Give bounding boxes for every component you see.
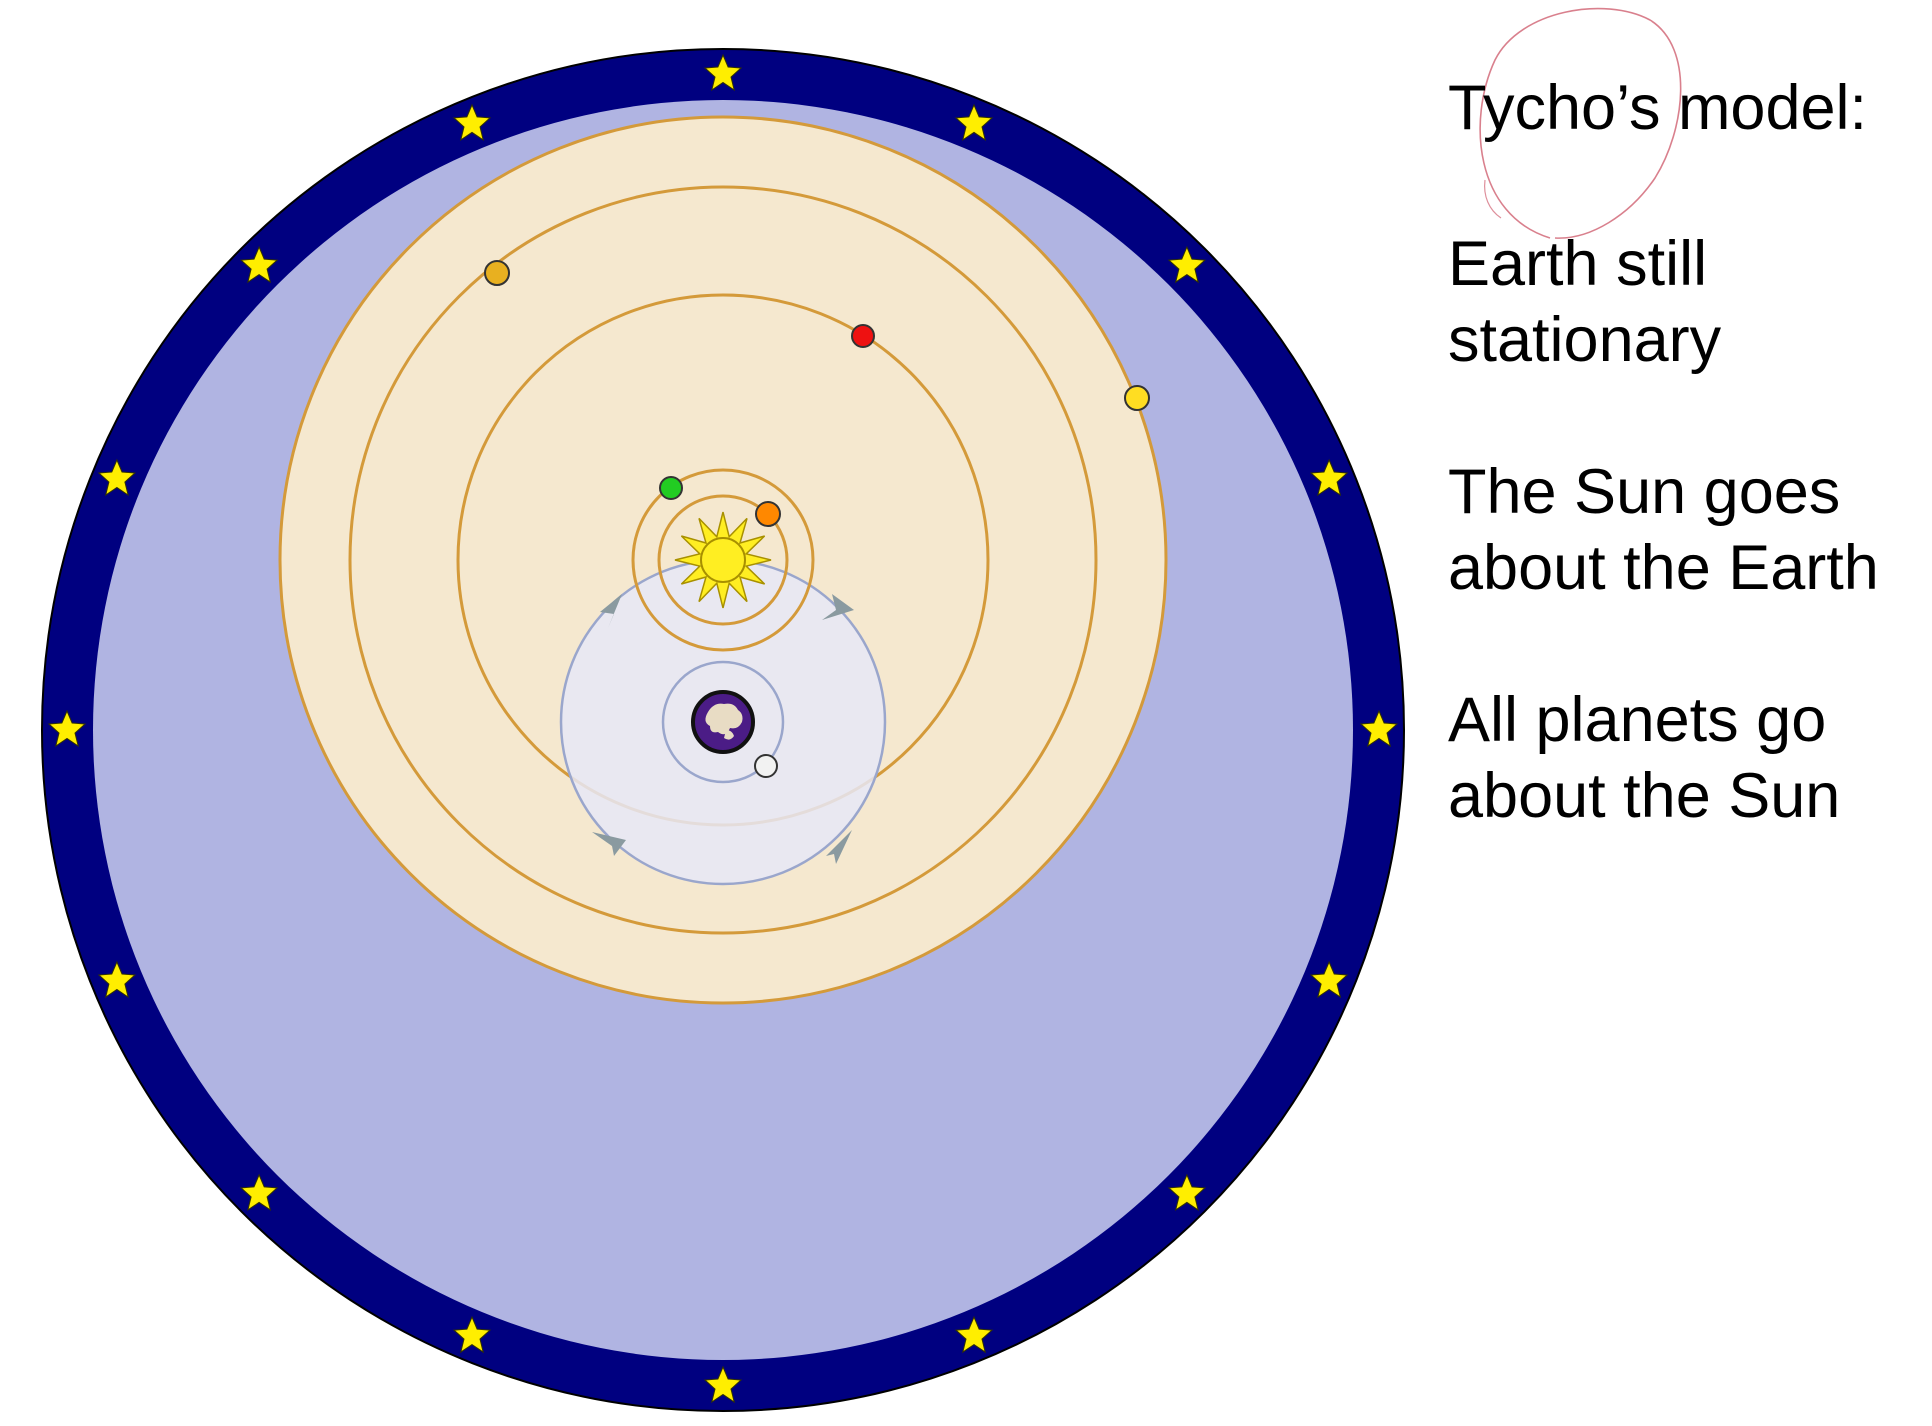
caption-panel: Tycho’s model: Earth still stationary Th… (1448, 70, 1918, 910)
earth-landmass (705, 703, 743, 735)
caption-line: stationary (1448, 305, 1722, 375)
arrow-lower-right (826, 830, 852, 864)
arrow-lower-left (592, 832, 626, 856)
caption-line: The Sun goes (1448, 457, 1841, 527)
sun-path-arrows (592, 594, 854, 864)
arrow-upper-left (600, 594, 622, 628)
moon (754, 754, 778, 778)
mercury (659, 476, 683, 500)
caption-line: about the Sun (1448, 761, 1841, 831)
venus (755, 501, 781, 527)
venus-orbit (631, 468, 815, 652)
caption-point-planets: All planets go about the Sun (1448, 682, 1918, 834)
earth (691, 690, 755, 754)
caption-heading: Tycho’s model: (1448, 73, 1868, 143)
moon-orbit (661, 660, 785, 784)
earth-island (724, 730, 734, 740)
caption-point-earth: Earth still stationary (1448, 226, 1918, 378)
mars (851, 324, 875, 348)
sun-disc (700, 537, 746, 583)
tycho-model-diagram (41, 48, 1405, 1412)
saturn (484, 260, 510, 286)
caption-line: about the Earth (1448, 533, 1879, 603)
arrow-upper-right (822, 594, 854, 620)
jupiter-orbit (348, 185, 1098, 935)
caption-line: All planets go (1448, 685, 1827, 755)
sun (674, 511, 772, 609)
caption-line: Earth still (1448, 229, 1708, 299)
mercury-orbit (657, 494, 789, 626)
caption-point-sun: The Sun goes about the Earth (1448, 454, 1918, 606)
jupiter (1124, 385, 1150, 411)
